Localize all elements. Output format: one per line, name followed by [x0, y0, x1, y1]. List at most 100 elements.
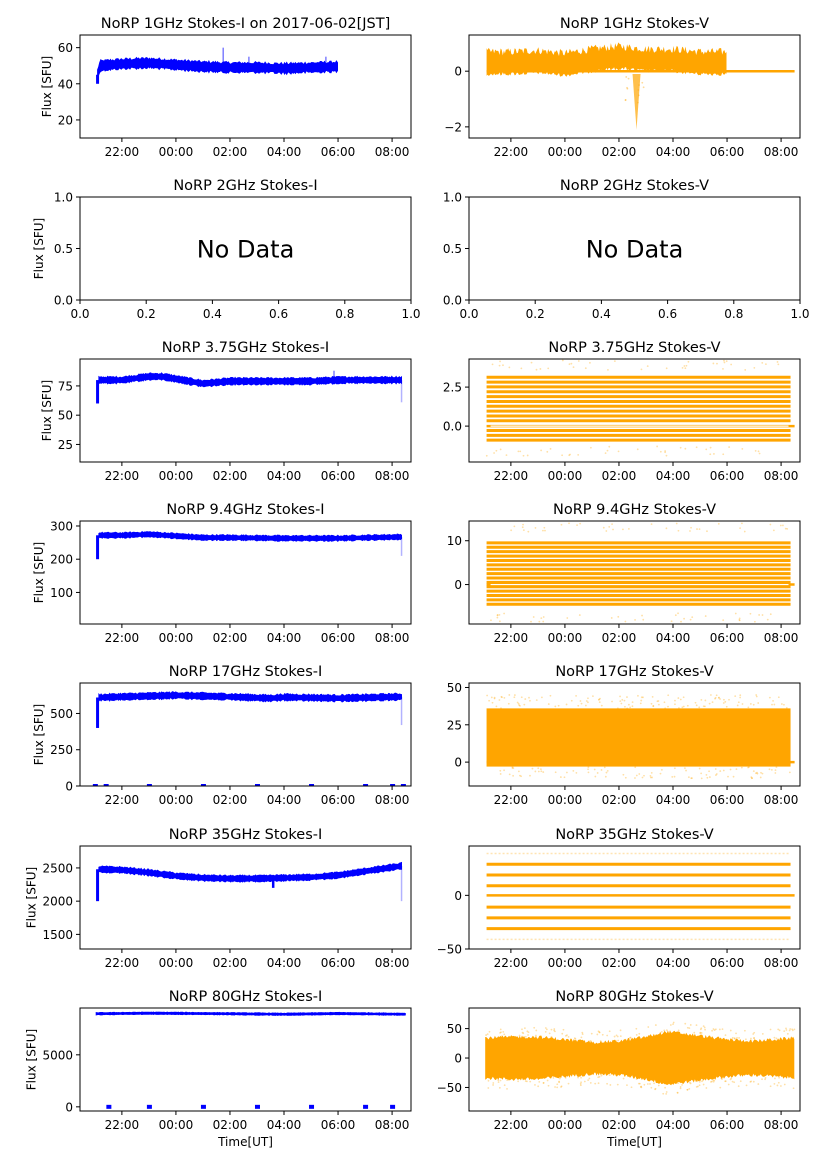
- data-point: [652, 705, 655, 708]
- x-tick-label: 0.8: [724, 307, 743, 321]
- data-point: [769, 613, 772, 616]
- data-zero-mark: [363, 1104, 369, 1109]
- x-tick-label: 04:00: [656, 469, 691, 483]
- data-point: [772, 529, 775, 532]
- chart-title: NoRP 3.75GHz Stokes-I: [162, 340, 329, 356]
- x-tick-label: 06:00: [710, 1118, 745, 1132]
- data-point: [708, 776, 711, 778]
- data-point: [664, 1086, 666, 1089]
- data-point: [519, 450, 522, 453]
- data-point: [755, 772, 757, 775]
- data-point: [764, 1078, 766, 1081]
- data-point: [649, 1083, 651, 1085]
- y-tick-label: 0: [454, 578, 462, 592]
- data-point: [550, 1028, 553, 1031]
- data-point: [760, 771, 762, 774]
- data-point: [689, 1082, 692, 1085]
- data-point: [597, 1030, 600, 1033]
- data-point: [630, 1086, 633, 1089]
- data-point: [764, 363, 767, 366]
- x-tick-label: 04:00: [267, 145, 302, 159]
- data-point: [691, 777, 693, 780]
- x-tick-label: 08:00: [764, 793, 799, 807]
- data-point: [643, 1083, 646, 1086]
- data-point: [554, 705, 557, 708]
- data-point: [507, 1078, 510, 1081]
- data-point: [702, 705, 705, 708]
- data-point: [626, 87, 629, 90]
- data-point: [589, 1040, 592, 1042]
- data-point: [629, 1036, 631, 1039]
- chart-panel-3.75ghz-v: NoRP 3.75GHz Stokes-V 22:00 00:00 02:00 04:0…: [443, 340, 801, 483]
- data-point: [654, 1087, 657, 1090]
- axes-frame: [79, 1007, 412, 1112]
- x-tick-label: 02:00: [213, 956, 248, 970]
- data-point: [627, 77, 630, 80]
- data-point: [788, 771, 791, 774]
- data-point: [577, 360, 580, 362]
- data-point: [679, 1085, 682, 1088]
- data-point: [611, 523, 613, 526]
- data-point: [624, 776, 627, 779]
- x-tick-label: 22:00: [494, 1118, 529, 1132]
- data-point: [637, 94, 640, 97]
- data-point: [558, 1081, 561, 1084]
- data-point: [777, 1028, 780, 1031]
- x-tick-label: 00:00: [548, 793, 583, 807]
- data-point: [708, 702, 711, 705]
- data-point: [577, 1076, 579, 1079]
- data-point: [495, 449, 498, 452]
- data-point: [503, 612, 506, 615]
- data-point: [750, 1037, 752, 1040]
- data-point: [487, 1079, 490, 1082]
- data-point: [520, 696, 523, 699]
- data-point: [565, 1034, 567, 1037]
- data-point: [711, 701, 714, 704]
- data-point: [535, 1034, 537, 1037]
- data-point: [540, 770, 543, 773]
- data-point: [492, 1084, 494, 1086]
- x-tick-label: 08:00: [764, 145, 799, 159]
- data-point: [774, 1077, 776, 1080]
- data-point: [792, 1087, 795, 1090]
- data-point: [704, 705, 706, 708]
- data-point: [686, 1026, 689, 1029]
- data-point: [635, 1078, 638, 1080]
- data-point: [608, 445, 611, 448]
- data-point: [687, 360, 690, 363]
- axes-frame: [468, 682, 801, 787]
- data-point: [496, 614, 499, 616]
- data-point: [498, 620, 501, 623]
- data-point: [758, 614, 761, 616]
- data-point: [521, 526, 524, 529]
- data-point: [634, 619, 636, 621]
- data-point: [706, 530, 708, 533]
- data-point: [734, 695, 737, 698]
- data-point: [491, 701, 494, 704]
- data-point: [582, 1074, 584, 1077]
- data-point: [741, 522, 743, 525]
- x-tick-label: 06:00: [710, 631, 745, 645]
- y-tick-label: 0.5: [443, 242, 462, 256]
- data-point: [503, 696, 506, 699]
- data-point: [748, 766, 750, 768]
- data-point: [638, 1082, 641, 1085]
- data-point: [580, 1081, 583, 1084]
- data-point: [779, 524, 782, 527]
- data-point: [563, 776, 566, 779]
- data-point: [715, 773, 718, 775]
- x-axis-label: Time[UT]: [217, 1135, 273, 1149]
- data-point: [752, 1080, 755, 1083]
- data-point: [622, 528, 624, 531]
- data-point: [642, 618, 645, 621]
- data-point: [560, 1086, 562, 1088]
- data-point: [751, 777, 753, 779]
- data-point: [561, 454, 564, 457]
- data-point: [702, 1025, 705, 1028]
- data-point: [557, 704, 560, 707]
- data-point: [561, 359, 564, 362]
- data-point: [631, 705, 634, 708]
- data-point: [598, 1031, 601, 1033]
- data-point: [619, 700, 622, 703]
- data-point: [705, 448, 708, 451]
